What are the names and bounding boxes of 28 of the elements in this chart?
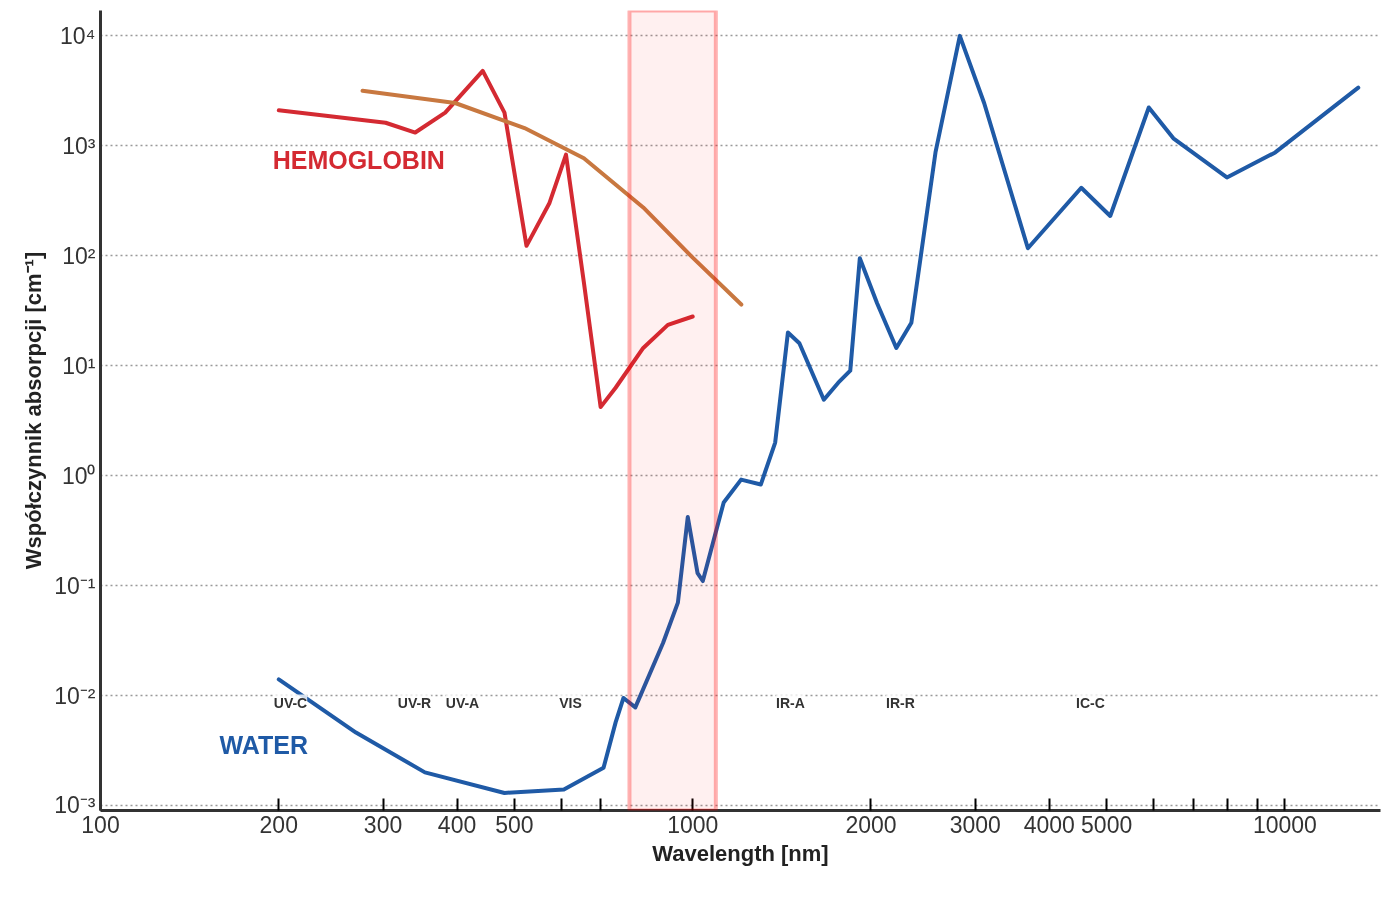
x-tick-label: 500 [495,811,534,838]
y-tick-label: 10³ [62,132,96,159]
annotation: UV-C [273,694,308,711]
x-axis-title: Wavelength [nm] [652,840,829,866]
annotation: IC-C [1076,694,1105,711]
y-tick-label: 10⁴ [60,22,96,49]
x-tick-label: 3000 [949,811,1001,838]
annotation: IR-R [886,694,915,711]
y-tick-label: 10² [62,242,96,269]
x-tick-label: 200 [259,811,298,838]
y-tick-label: 10⁰ [61,462,96,489]
x-tick-label: 2000 [845,811,897,838]
annotation: VIS [559,694,582,711]
x-tick-label: 300 [363,811,403,838]
y-tick-label: 10⁻¹ [54,572,96,599]
y-tick-label: 10¹ [62,352,96,379]
annotation: UV-A [445,694,480,711]
x-tick-label: 5000 [1081,811,1133,838]
x-tick-label: 1000 [667,811,719,838]
series-label: WATER [219,731,308,760]
annotation: UV-R [397,694,432,711]
series-label: HEMOGLOBIN [272,146,445,175]
x-tick-label: 4000 [1023,811,1075,838]
y-tick-label: 10⁻² [54,682,96,709]
x-tick-label: 400 [437,811,477,838]
x-tick-label: 10000 [1252,811,1317,838]
y-axis-title: Współczynnik absorpcji [cm⁻¹] [21,251,47,570]
annotation: IR-A [776,694,805,711]
